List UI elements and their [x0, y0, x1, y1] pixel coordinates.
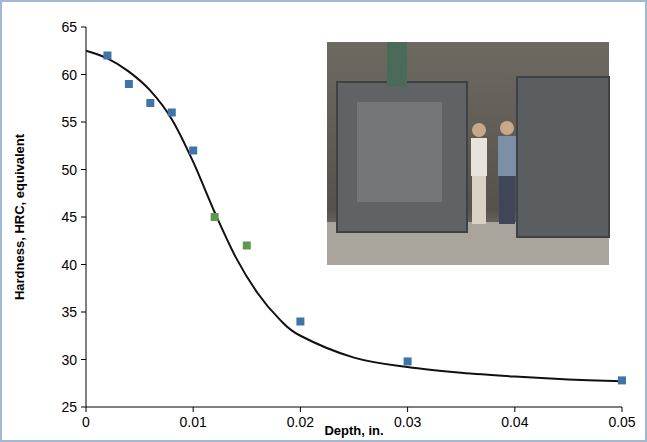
x-tick [622, 407, 623, 412]
data-point [404, 357, 412, 365]
x-tick [514, 407, 515, 412]
frame [1, 1, 646, 441]
photo-person [472, 176, 486, 224]
x-axis-title: Depth, in. [324, 423, 383, 438]
photo-crane [387, 42, 407, 87]
photo-mold [337, 82, 467, 232]
photo-person [472, 123, 486, 137]
x-tick-label: 0.05 [608, 414, 635, 430]
y-tick [81, 407, 86, 408]
x-axis [86, 407, 622, 408]
plot-marks [86, 51, 626, 385]
data-point [618, 376, 626, 384]
y-tick [81, 27, 86, 28]
x-tick-label: 0.02 [287, 414, 314, 430]
data-point [211, 213, 219, 221]
y-tick-label: 40 [61, 257, 77, 273]
y-tick [81, 359, 86, 360]
y-tick [81, 217, 86, 218]
y-tick [81, 169, 86, 170]
photo-person [500, 121, 514, 135]
curve [86, 51, 622, 382]
chart: 25 30 35 40 45 50 55 60 65 0 0.01 0.02 0.03 0.04 0.05 D… [0, 0, 647, 442]
y-tick-label: 45 [61, 209, 77, 225]
x-tick-label: 0.01 [180, 414, 207, 430]
data-point [189, 147, 197, 155]
y-tick [81, 74, 86, 75]
x-tick [407, 407, 408, 412]
data-point [243, 242, 251, 250]
x-tick-label: 0 [82, 414, 90, 430]
y-tick-label: 55 [61, 114, 77, 130]
data-point [168, 109, 176, 117]
x-tick [193, 407, 194, 412]
y-tick [81, 122, 86, 123]
y-tick [81, 264, 86, 265]
x-tick [86, 407, 87, 412]
y-tick-label: 50 [61, 162, 77, 178]
photo-person [499, 176, 515, 224]
y-tick [81, 312, 86, 313]
data-point [296, 318, 304, 326]
y-tick-label: 25 [61, 399, 77, 415]
data-point [103, 52, 111, 60]
x-tick-label: 0.03 [394, 414, 421, 430]
data-point [125, 80, 133, 88]
y-tick-label: 35 [61, 304, 77, 320]
photo-person [471, 138, 487, 176]
y-axis-title: Hardness, HRC, equivalent [12, 133, 27, 300]
photo-mold-face [357, 102, 442, 202]
x-tick [300, 407, 301, 412]
x-tick-label: 0.04 [501, 414, 528, 430]
y-tick-label: 65 [61, 19, 77, 35]
data-point [146, 99, 154, 107]
photo-person [498, 136, 516, 176]
y-tick-label: 60 [61, 67, 77, 83]
photo-bg [327, 42, 609, 265]
y-tick-label: 30 [61, 352, 77, 368]
inset-photo [327, 42, 609, 265]
photo-mold [517, 77, 609, 237]
